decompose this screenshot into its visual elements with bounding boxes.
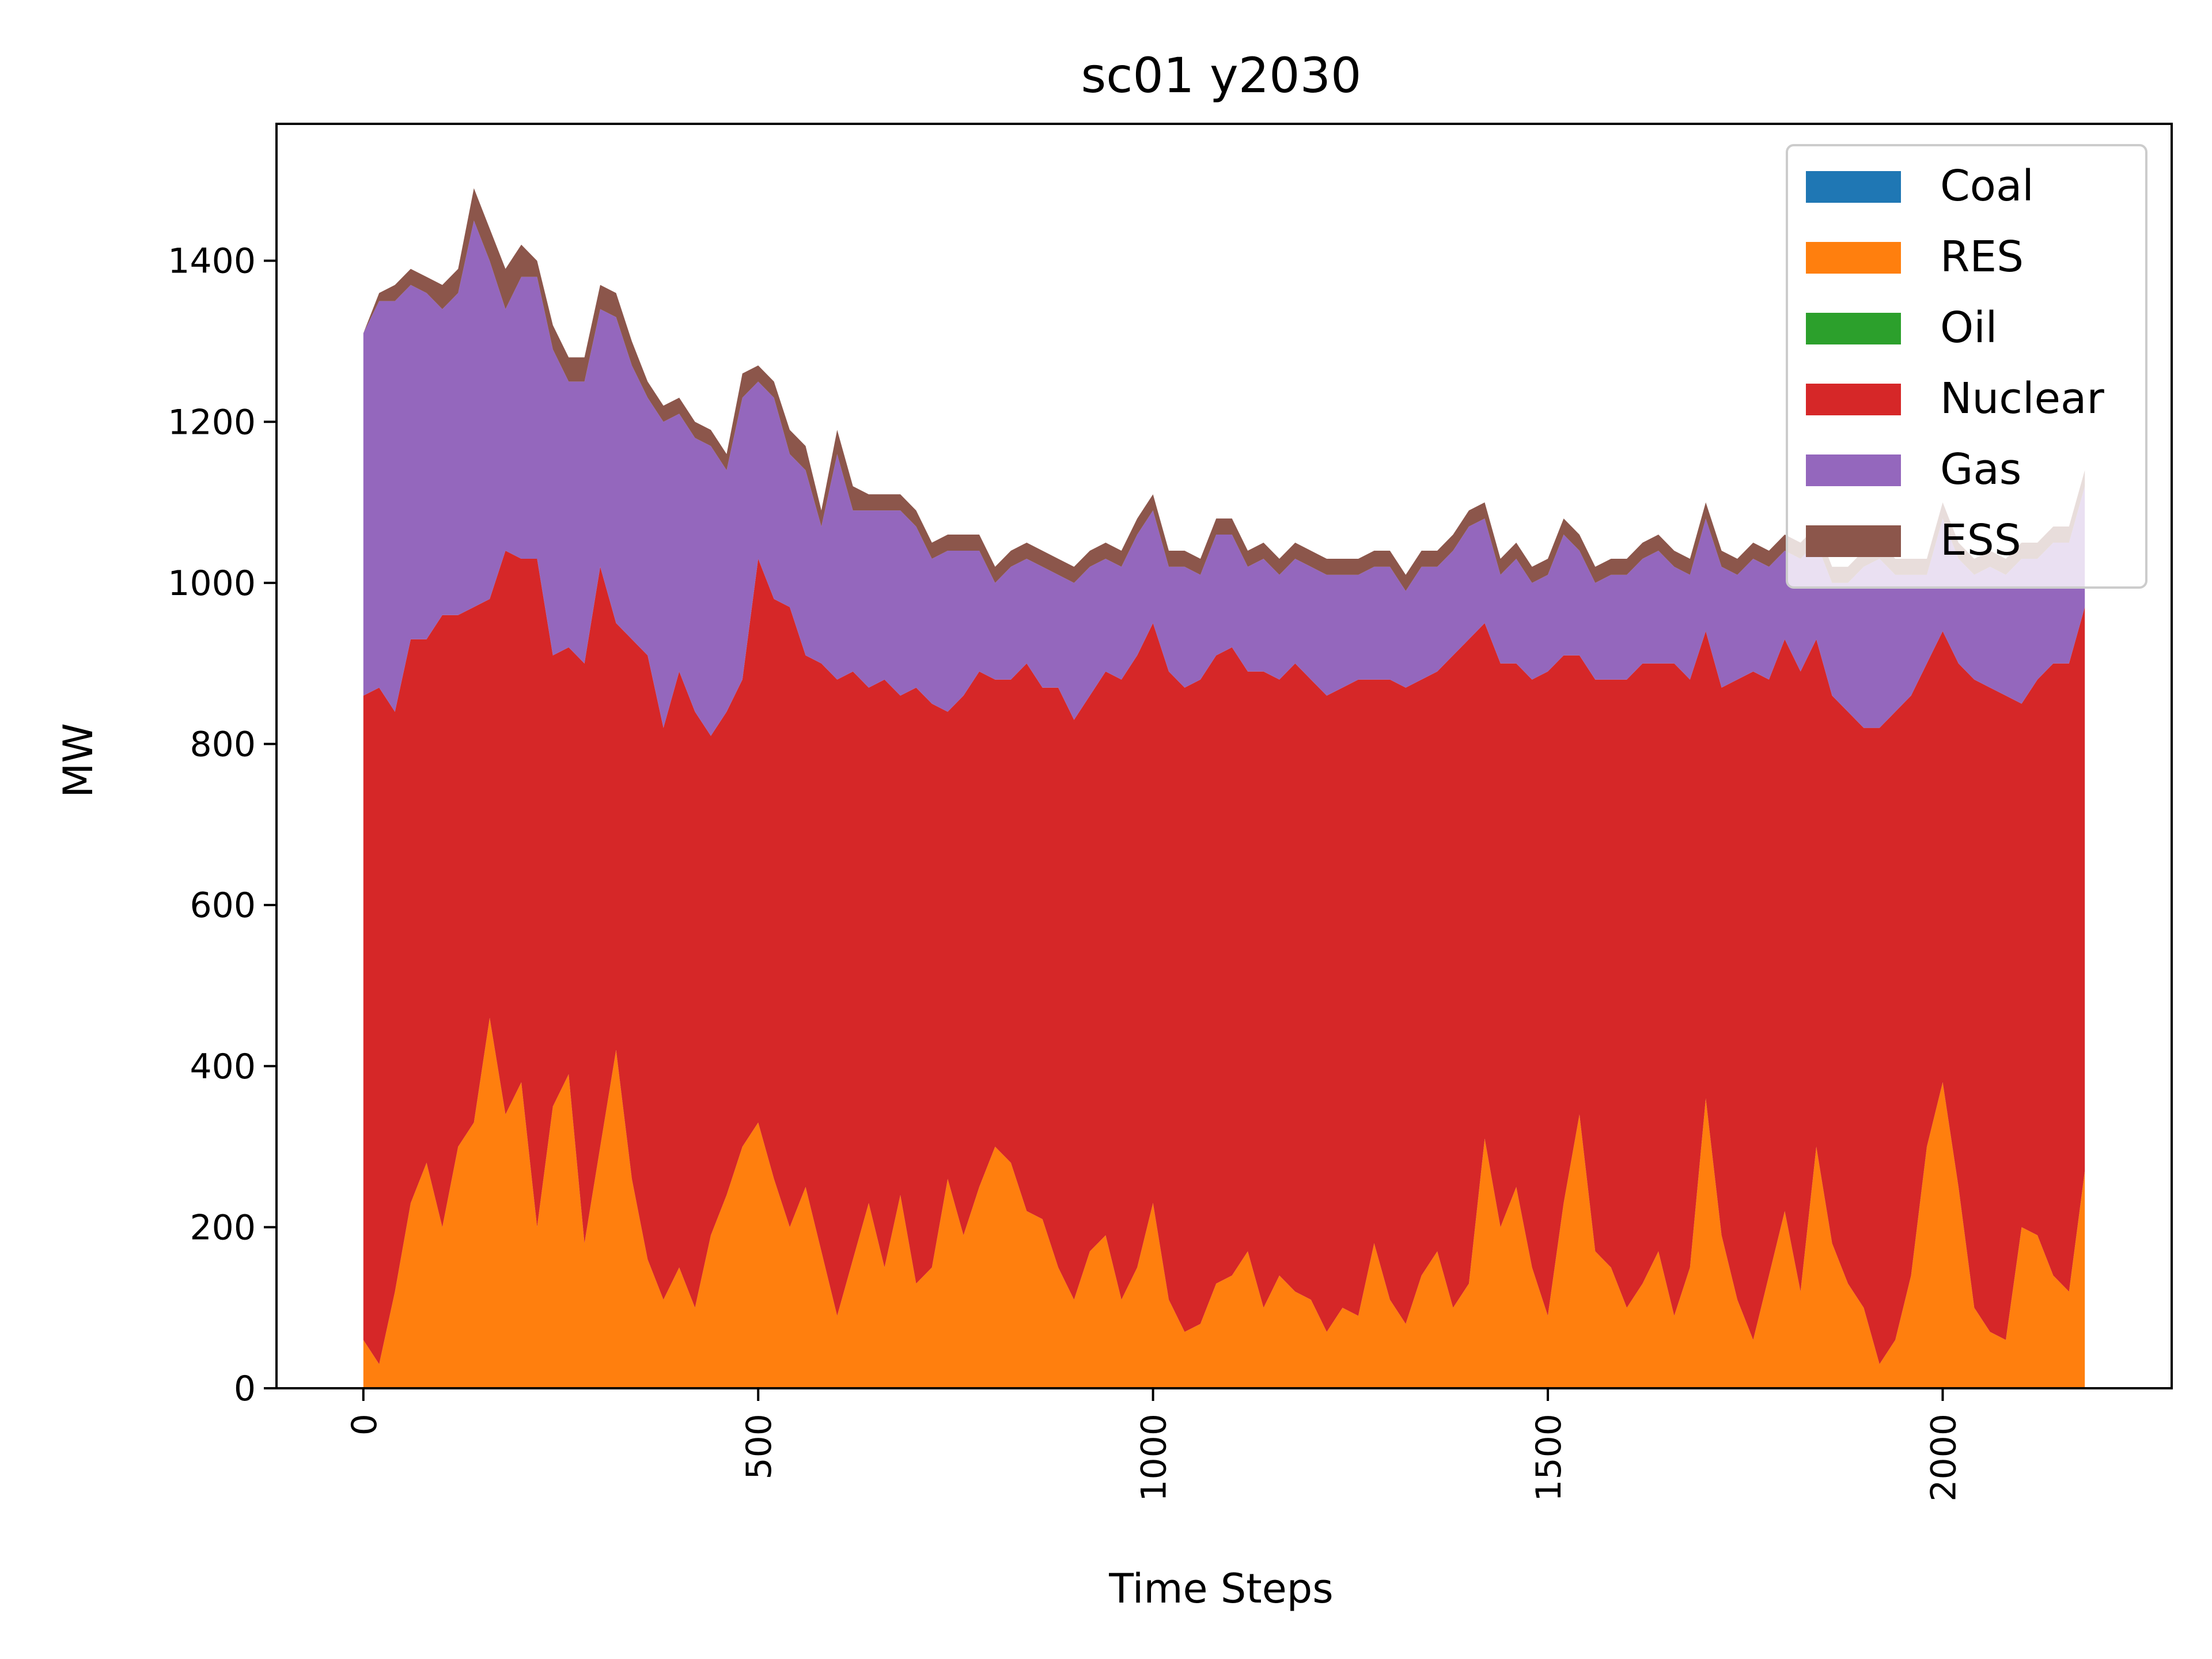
legend-swatch-gas [1806,454,1901,486]
legend-swatch-res [1806,242,1901,274]
x-axis: 0 500 1000 1500 2000 [344,1388,1964,1502]
legend-label-gas: Gas [1940,445,2021,494]
chart-title: sc01 y2030 [1081,47,1361,104]
legend-label-oil: Oil [1940,303,1997,353]
x-tick-label: 1500 [1529,1414,1569,1502]
legend-label-coal: Coal [1940,161,2034,211]
plot-frame [275,123,2173,1389]
legend-swatch-nuclear [1806,384,1901,415]
legend-swatch-ess [1806,525,1901,557]
series-layer [363,188,2085,1388]
legend-label-res: RES [1940,232,2024,282]
y-tick-label: 400 [190,1047,256,1087]
y-tick-label: 200 [190,1207,256,1248]
legend-label-nuclear: Nuclear [1940,374,2104,423]
series-area-gas [363,220,2085,736]
legend-label-ess: ESS [1940,516,2021,565]
y-axis-title: MW [55,723,102,798]
x-axis-title: Time Steps [1108,1565,1333,1612]
y-tick-label: 800 [190,725,256,765]
series-area-nuclear [363,551,2085,1365]
x-tick-label: 2000 [1923,1414,1964,1502]
y-tick-label: 0 [234,1369,256,1409]
legend: Coal RES Oil Nuclear Gas ESS [1786,144,2147,589]
x-tick-label: 0 [344,1414,385,1435]
legend-swatch-oil [1806,313,1901,344]
x-tick-label: 1000 [1134,1414,1175,1502]
y-tick-label: 600 [190,885,256,926]
legend-swatch-coal [1806,171,1901,203]
y-tick-label: 1200 [168,402,256,442]
x-tick-label: 500 [739,1414,779,1480]
y-axis: 0 200 400 600 800 1000 1200 1400 [168,241,276,1409]
y-tick-label: 1000 [168,563,256,604]
legend-items: Coal RES Oil Nuclear Gas ESS [1806,161,2104,565]
series-area-res [363,1017,2085,1388]
y-tick-label: 1400 [168,241,256,282]
